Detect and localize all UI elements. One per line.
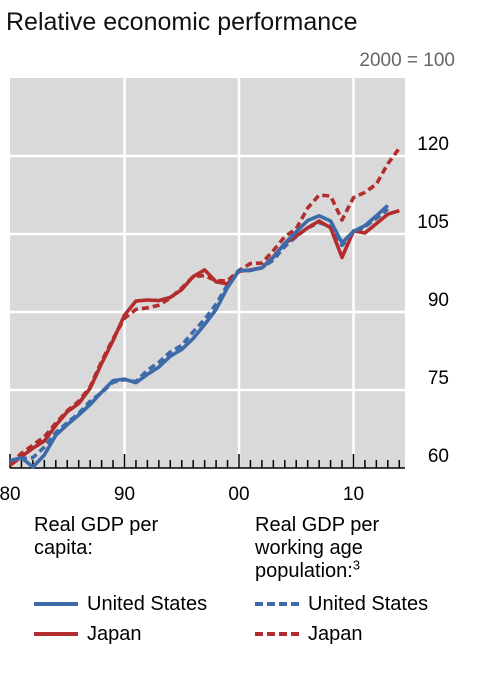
- legend-label: United States: [87, 592, 208, 615]
- legend-item-us-working-age: United States: [255, 591, 428, 617]
- y-tick-label: 60: [428, 446, 449, 467]
- legend-label: Japan: [308, 622, 363, 645]
- y-tick-label: 90: [428, 290, 449, 311]
- y-tick-label: 75: [428, 368, 449, 389]
- legend-group-title: Real GDP per working age population:: [255, 514, 380, 582]
- x-tick-label: 00: [228, 484, 249, 505]
- legend-swatch-solid-blue: [34, 602, 78, 606]
- legend-item-us-per-capita: United States: [34, 591, 207, 617]
- chart-title: Relative economic performance: [6, 8, 358, 36]
- legend-group-real-gdp-per-working-age: Real GDP per working age population:3: [255, 514, 425, 583]
- legend-swatch-dashed-blue: [255, 602, 299, 606]
- legend-swatch-solid-red: [34, 632, 78, 636]
- legend-label: Japan: [87, 622, 142, 645]
- legend-swatch-dashed-red: [255, 632, 299, 636]
- legend-label: United States: [308, 592, 429, 615]
- y-tick-label: 120: [417, 134, 449, 155]
- units-label: 2000 = 100: [359, 50, 455, 71]
- legend-group-title: Real GDP per capita:: [34, 514, 159, 559]
- series-line-japan-per-capita: [8, 208, 400, 467]
- footnote-marker: 3: [352, 557, 361, 573]
- y-tick-label: 105: [417, 212, 449, 233]
- x-tick-label: 10: [343, 484, 364, 505]
- legend-item-japan-per-capita: Japan: [34, 621, 142, 647]
- x-tick-label: 80: [0, 484, 21, 505]
- x-tick-label: 90: [114, 484, 135, 505]
- line-chart: 60 75 90 105 120 80 90 00 10: [0, 78, 449, 505]
- legend-group-real-gdp-per-capita: Real GDP per capita:: [34, 514, 184, 560]
- series-line-us-per-capita: [9, 204, 390, 469]
- legend-item-japan-working-age: Japan: [255, 621, 363, 647]
